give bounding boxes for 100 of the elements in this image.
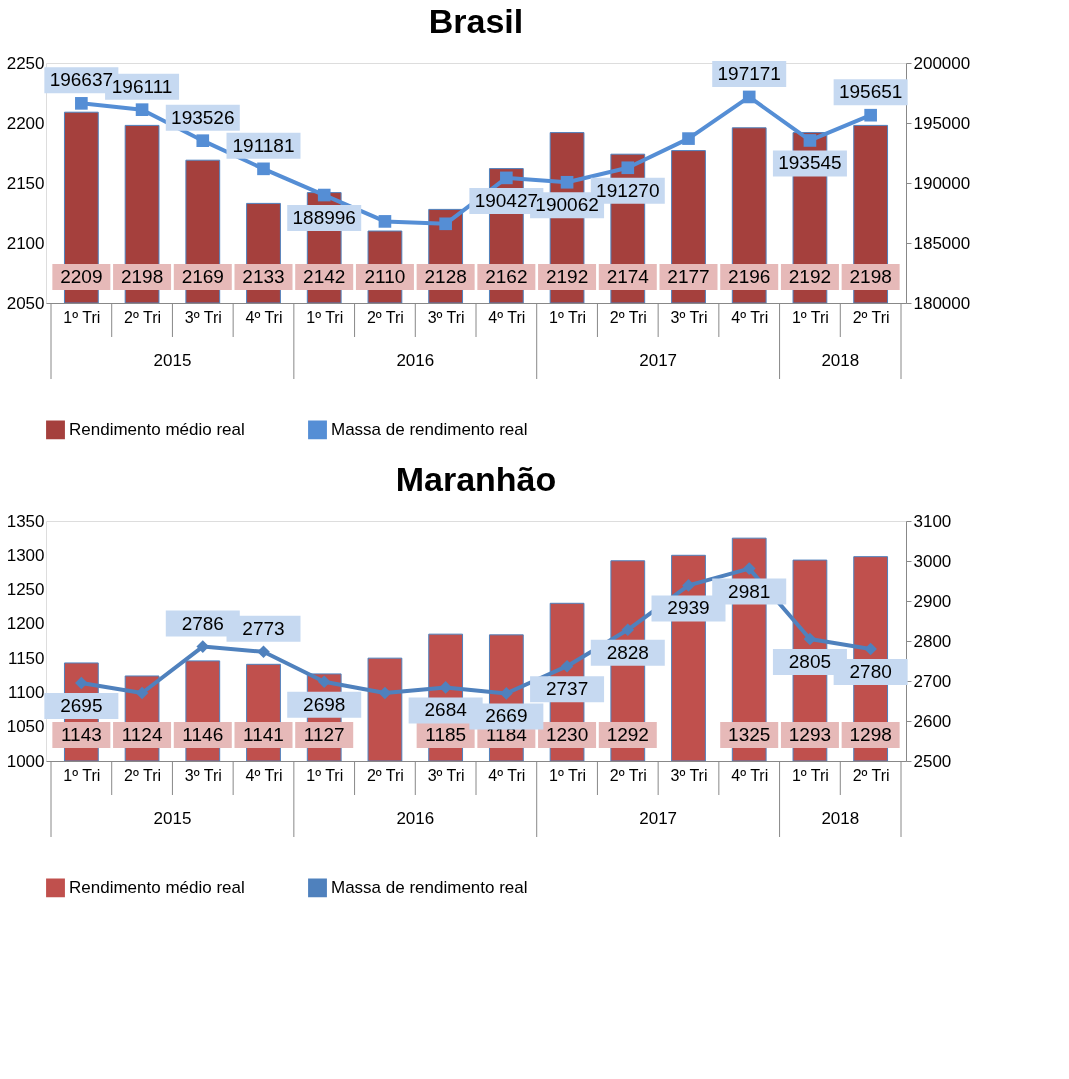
data-label: 191181 — [232, 134, 295, 156]
x-tick-label: 1º Tri — [306, 766, 344, 784]
text: 2015 — [153, 351, 192, 370]
legend-label: Rendimento médio real — [69, 419, 245, 439]
y2-tick-label: 185000 — [913, 233, 971, 253]
text: 2017 — [639, 809, 678, 828]
y-tick-label: 1300 — [6, 545, 45, 565]
data-label: 1127 — [303, 724, 345, 745]
y2-tick-label: 3100 — [913, 511, 952, 531]
point — [803, 632, 817, 646]
x-tick-label: 4º Tri — [488, 766, 526, 784]
data-label: 1143 — [60, 724, 102, 745]
point — [439, 217, 452, 231]
point — [803, 134, 817, 147]
text: 2016 — [396, 351, 435, 370]
x-tick-label: 1º Tri — [63, 308, 101, 326]
x-tick-label: 4º Tri — [245, 766, 283, 784]
data-label: 1293 — [788, 724, 832, 745]
y-tick-label: 1050 — [6, 717, 45, 737]
y2-tick-label: 180000 — [913, 293, 971, 313]
x-tick-label: 1º Tri — [306, 308, 344, 326]
data-label: 1292 — [606, 724, 649, 745]
point — [317, 188, 331, 202]
data-label: 193526 — [171, 106, 235, 128]
x-tick-label: 3º Tri — [670, 308, 708, 326]
data-label: 2805 — [788, 651, 832, 672]
data-label: 2981 — [728, 580, 771, 602]
data-label: 2174 — [606, 266, 650, 287]
data-label: 2684 — [424, 699, 468, 721]
x-tick-label: 2º Tri — [609, 766, 647, 784]
data-label: 2192 — [788, 266, 832, 287]
x-tick-label: 3º Tri — [670, 766, 708, 784]
data-label: 2196 — [728, 266, 771, 287]
data-label: 2786 — [181, 612, 224, 634]
point — [864, 642, 877, 656]
x-tick-label: 3º Tri — [427, 766, 465, 784]
x-tick-label: 2º Tri — [852, 308, 890, 326]
y2-tick-label: 2800 — [913, 631, 952, 651]
x-tick-label: 2º Tri — [366, 308, 404, 326]
data-label: 196111 — [111, 75, 173, 97]
data-label: 2669 — [485, 705, 528, 727]
point — [135, 103, 149, 116]
data-label: 2128 — [424, 266, 467, 287]
y-tick-label: 1250 — [6, 580, 45, 600]
data-label: 1325 — [728, 724, 771, 745]
data-label: 1185 — [425, 724, 467, 745]
text: 2018 — [821, 809, 860, 828]
point — [742, 90, 756, 104]
x-tick-label: 2º Tri — [124, 766, 162, 784]
x-tick-label: 1º Tri — [549, 766, 587, 784]
data-label: 1146 — [182, 724, 224, 745]
data-label: 2142 — [303, 266, 346, 287]
x-tick-label: 2º Tri — [609, 308, 647, 326]
point — [257, 645, 270, 659]
x-tick-label: 3º Tri — [427, 308, 465, 326]
chart-title: Brasil — [428, 2, 524, 40]
data-label: 2198 — [120, 266, 164, 287]
data-label: 2773 — [242, 617, 285, 639]
x-tick-label: 4º Tri — [245, 308, 283, 326]
data-label: 1124 — [121, 724, 163, 745]
data-label: 2209 — [60, 266, 103, 287]
data-label: 2698 — [303, 693, 346, 715]
x-tick-label: 2º Tri — [852, 766, 890, 784]
data-label: 2198 — [849, 266, 892, 287]
y-tick-label: 1000 — [6, 751, 45, 771]
x-tick-label: 1º Tri — [791, 308, 829, 326]
legend-label: Massa de rendimento real — [331, 877, 528, 897]
text: 2017 — [639, 351, 678, 370]
point — [621, 623, 635, 637]
point — [317, 675, 331, 689]
text: 2018 — [821, 351, 860, 370]
legend-label: Rendimento médio real — [69, 877, 245, 897]
y-tick-label: 1200 — [6, 614, 45, 634]
x-tick-label: 4º Tri — [731, 766, 769, 784]
data-label: 2828 — [606, 641, 649, 663]
point — [257, 162, 270, 176]
point — [196, 640, 210, 653]
data-label: 1230 — [545, 724, 589, 745]
y2-tick-label: 2500 — [913, 751, 952, 771]
x-tick-label: 2º Tri — [366, 766, 404, 784]
y-tick-label: 2050 — [6, 293, 45, 313]
data-label: 2169 — [181, 266, 224, 287]
x-tick-label: 4º Tri — [731, 308, 769, 326]
x-tick-label: 1º Tri — [791, 766, 829, 784]
y-tick-label: 2100 — [6, 233, 45, 253]
text: 2016 — [396, 809, 435, 828]
point — [560, 175, 574, 189]
y-tick-label: 2150 — [6, 173, 45, 193]
data-label: 1298 — [849, 724, 892, 745]
data-label: 2780 — [849, 661, 892, 682]
x-tick-label: 1º Tri — [549, 308, 587, 326]
data-label: 2177 — [667, 266, 710, 287]
point — [75, 97, 88, 110]
point — [135, 686, 149, 700]
data-label: 197171 — [717, 62, 781, 84]
point — [560, 659, 574, 673]
y2-tick-label: 2600 — [913, 711, 952, 731]
legend-label: Massa de rendimento real — [331, 419, 528, 439]
point — [621, 161, 635, 175]
point — [742, 562, 756, 575]
